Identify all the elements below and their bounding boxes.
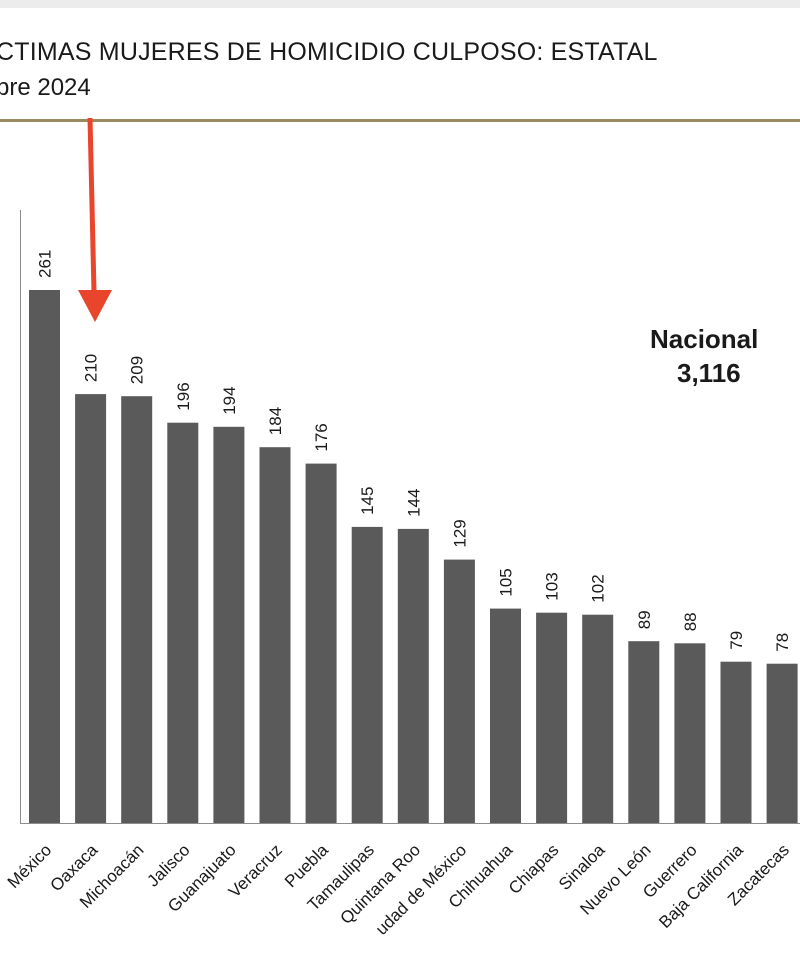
bar-14 — [674, 643, 706, 823]
arrow-shaft — [87, 117, 97, 293]
national-total-value: 3,116 — [677, 358, 741, 388]
value-label-15: 79 — [727, 631, 746, 650]
value-label-14: 88 — [681, 612, 700, 631]
value-label-10: 105 — [497, 568, 516, 596]
bar-7 — [351, 526, 383, 823]
chart-title: CTIMAS MUJERES DE HOMICIDIO CULPOSO: EST… — [0, 38, 658, 66]
bar-10 — [490, 608, 521, 823]
bar-1 — [75, 394, 107, 823]
value-label-4: 194 — [220, 386, 239, 414]
value-label-6: 176 — [312, 423, 331, 451]
value-label-0: 261 — [36, 250, 55, 278]
arrow-head — [78, 290, 112, 322]
chart-subtitle: bre 2024 — [0, 74, 91, 101]
top-strip — [0, 0, 800, 8]
national-total-label: Nacional — [650, 324, 759, 354]
bar-12 — [582, 614, 614, 823]
value-label-8: 144 — [404, 489, 423, 517]
bar-15 — [720, 661, 752, 823]
value-label-13: 89 — [635, 610, 654, 629]
bar-3 — [167, 422, 199, 823]
value-label-9: 129 — [450, 519, 469, 547]
value-label-1: 210 — [82, 354, 101, 382]
bar-8 — [397, 528, 429, 823]
bar-6 — [305, 463, 337, 823]
value-label-12: 102 — [589, 574, 608, 602]
bar-9 — [443, 559, 475, 823]
bar-13 — [628, 641, 660, 823]
bar-5 — [259, 447, 291, 823]
value-label-11: 103 — [543, 572, 562, 600]
value-label-5: 184 — [266, 407, 285, 435]
bar-4 — [213, 426, 245, 823]
title-divider — [0, 119, 800, 122]
bar-2 — [121, 396, 153, 823]
value-label-16: 78 — [773, 633, 792, 652]
value-label-3: 196 — [174, 382, 193, 410]
bar-11 — [536, 612, 568, 823]
value-label-2: 209 — [128, 356, 147, 384]
value-label-7: 145 — [358, 487, 377, 515]
bar-0 — [29, 290, 60, 823]
bar-16 — [766, 663, 798, 823]
